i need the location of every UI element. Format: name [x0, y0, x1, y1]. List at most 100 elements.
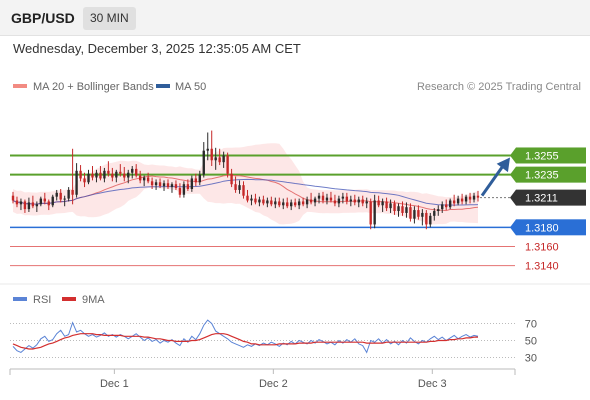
candle-body — [429, 215, 432, 225]
candle-body — [59, 192, 62, 200]
candle-body — [266, 200, 269, 204]
candle-body — [238, 185, 241, 190]
candle-body — [325, 197, 329, 201]
candle-body — [293, 202, 297, 206]
projection-arrow-head — [496, 157, 510, 173]
timeframe-button[interactable]: 30 MIN — [83, 7, 136, 30]
candle-body — [425, 212, 428, 225]
candle-body — [456, 198, 460, 204]
rsi-legend: RSI 9MA — [13, 294, 105, 306]
candle-body — [421, 212, 424, 217]
candle-body — [186, 184, 190, 189]
candle-body — [23, 201, 27, 210]
candle-body — [417, 210, 420, 217]
rsi-ma-legend-swatch — [62, 297, 76, 301]
candle-body — [43, 198, 46, 202]
support-price-label: 1.3180 — [525, 222, 559, 234]
chart-header: GBP/USD 30 MIN — [0, 0, 590, 36]
candle-body — [71, 189, 74, 195]
candle-body — [405, 207, 408, 213]
candle-body — [146, 177, 150, 182]
resistance-price-label: 1.3235 — [525, 170, 559, 182]
candle-body — [385, 201, 388, 209]
candle-body — [214, 157, 217, 161]
candle-body — [218, 157, 221, 163]
candle-body — [381, 201, 384, 206]
candle-body — [83, 178, 86, 183]
candle-body — [51, 196, 54, 206]
candle-body — [202, 150, 205, 175]
candle-body — [95, 172, 98, 178]
candle-body — [401, 206, 404, 213]
candle-body — [190, 178, 194, 189]
candle-body — [47, 201, 50, 206]
rsi-series-line — [12, 319, 479, 354]
candle-body — [111, 173, 114, 178]
resistance-tag-pointer — [510, 147, 516, 164]
candle-body — [472, 195, 476, 200]
candle-body — [345, 196, 349, 202]
candle-body — [270, 200, 273, 205]
candle-body — [142, 177, 146, 181]
x-axis: Dec 1 Dec 2 Dec 3 — [100, 369, 447, 390]
candle-body — [127, 172, 130, 178]
candle-body — [170, 184, 174, 188]
candle-body — [55, 192, 58, 197]
candle-body — [226, 155, 229, 174]
resistance-price-tag — [516, 166, 586, 183]
candle-body — [178, 188, 182, 195]
x-axis-tick-label: Dec 1 — [100, 378, 129, 390]
rsi-tick-label: 70 — [525, 319, 537, 331]
candle-body — [162, 183, 166, 187]
candle-body — [135, 168, 138, 176]
candle-body — [15, 200, 19, 205]
candle-body — [313, 198, 317, 203]
candle-body — [234, 184, 237, 190]
candle-body — [441, 204, 444, 210]
candle-body — [31, 202, 35, 207]
candle-body — [35, 204, 39, 207]
candle-body — [409, 207, 412, 219]
candle-body — [286, 202, 289, 207]
x-axis-tick-label: Dec 2 — [259, 378, 288, 390]
ma50-line — [12, 178, 479, 206]
candle-body — [75, 170, 78, 195]
candle-body — [67, 189, 70, 199]
candle-body — [246, 195, 249, 201]
price-legend: MA 20 + Bollinger Bands MA 50 — [13, 81, 206, 93]
support-tag-pointer — [510, 219, 516, 236]
candle-body — [63, 198, 66, 200]
candle-body — [250, 198, 253, 201]
x-axis-tick-label: Dec 3 — [418, 378, 447, 390]
rsi-ma-legend-label: 9MA — [82, 294, 105, 306]
candle-body — [154, 182, 158, 186]
candle-body — [329, 197, 333, 201]
candle-body — [290, 202, 293, 207]
candle-body — [166, 183, 170, 188]
projection-arrow-shaft — [480, 163, 506, 197]
candle-body — [341, 196, 345, 199]
candle-body — [174, 184, 178, 189]
candle-body — [460, 198, 464, 202]
candle-body — [468, 196, 472, 200]
candle-body — [210, 148, 213, 161]
candle-body — [413, 210, 416, 219]
candle-body — [448, 200, 452, 208]
candle-body — [87, 173, 90, 183]
candle-body — [357, 199, 360, 203]
candle-body — [397, 206, 400, 212]
candle-body — [206, 148, 209, 151]
resistance-price-label: 1.3255 — [525, 150, 559, 162]
current-tag-pointer — [510, 189, 516, 206]
candle-body — [194, 178, 198, 183]
candle-body — [79, 170, 82, 179]
rsi-tick-label: 30 — [525, 353, 537, 365]
level-tags: 1.3255 1.3235 1.3211 1.3180 1.3160 1.3140 — [480, 147, 586, 273]
candle-body — [337, 198, 341, 204]
candle-body — [369, 201, 372, 225]
candle-body — [361, 199, 364, 204]
resistance-tag-pointer — [510, 166, 516, 183]
bollinger-band-fill — [13, 143, 478, 225]
candle-body — [19, 201, 23, 205]
candle-body — [131, 168, 134, 173]
